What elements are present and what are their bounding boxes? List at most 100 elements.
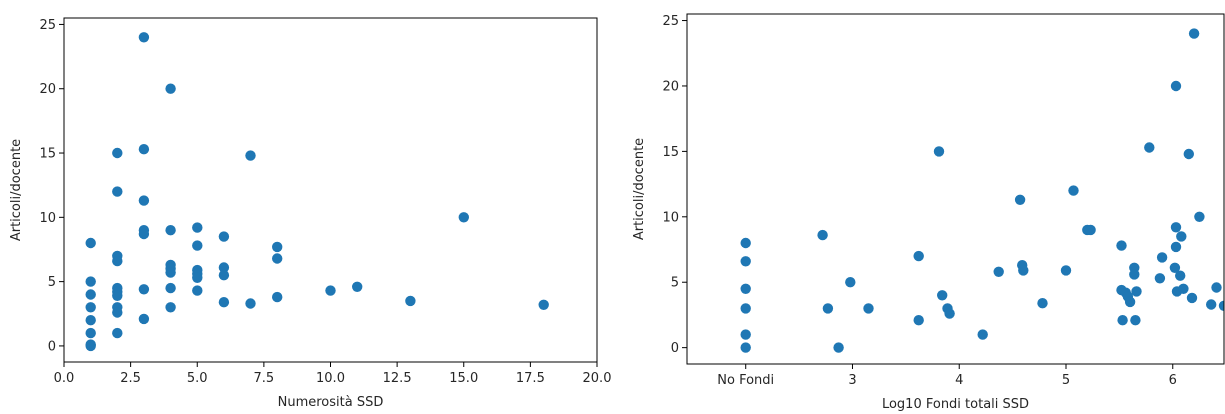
- data-point: [1130, 315, 1141, 326]
- data-point: [112, 186, 123, 197]
- data-point: [192, 285, 203, 296]
- data-point: [740, 303, 751, 314]
- data-point: [218, 231, 230, 242]
- plot-frame: [63, 17, 598, 363]
- data-point: [1014, 194, 1026, 205]
- data-point: [1116, 240, 1127, 251]
- data-point: [937, 290, 948, 301]
- data-point: [165, 302, 176, 313]
- data-point: [112, 290, 123, 301]
- y-tick-label: 20: [662, 79, 679, 94]
- data-point: [245, 298, 256, 309]
- data-point: [822, 303, 834, 314]
- x-tick-label: 5.0: [187, 371, 208, 386]
- x-axis-label: Log10 Fondi totali SSD: [882, 397, 1029, 412]
- y-tick-label: 10: [39, 211, 56, 226]
- data-point: [85, 340, 96, 352]
- data-point: [993, 266, 1004, 277]
- data-point: [538, 299, 549, 310]
- data-point: [458, 212, 469, 223]
- y-tick-label: 25: [662, 14, 679, 29]
- data-point: [1060, 265, 1072, 276]
- data-point: [138, 32, 150, 43]
- x-tick-label: 3: [848, 373, 856, 388]
- x-tick-label: 17.5: [516, 371, 545, 386]
- data-point: [944, 308, 955, 319]
- data-point: [1129, 269, 1140, 280]
- data-point: [913, 315, 924, 326]
- data-point: [1144, 142, 1155, 153]
- data-point: [165, 83, 176, 94]
- data-point: [192, 240, 203, 251]
- data-point: [165, 267, 176, 278]
- y-tick-label: 5: [48, 275, 56, 290]
- data-point: [740, 329, 751, 340]
- data-point: [272, 241, 283, 253]
- y-tick-label: 0: [48, 339, 56, 354]
- data-point: [1176, 231, 1187, 242]
- data-point: [1170, 80, 1182, 92]
- data-point: [1156, 252, 1168, 263]
- x-tick-label: 20.0: [583, 371, 612, 386]
- x-tick-label: 10.0: [316, 371, 345, 386]
- data-point: [138, 284, 150, 295]
- data-point: [192, 222, 203, 233]
- data-point: [218, 262, 230, 273]
- data-point: [1218, 300, 1224, 311]
- y-tick-label: 10: [662, 210, 679, 225]
- data-point: [85, 327, 96, 339]
- data-point: [218, 270, 230, 281]
- data-point: [1211, 282, 1222, 293]
- data-point: [138, 313, 150, 325]
- y-tick-label: 5: [671, 276, 679, 291]
- data-point: [85, 315, 96, 326]
- data-point: [1037, 298, 1048, 309]
- data-point: [1175, 270, 1186, 281]
- x-tick-label: 15.0: [449, 371, 478, 386]
- y-tick-label: 0: [671, 341, 679, 356]
- data-point: [112, 147, 123, 159]
- data-point: [740, 237, 751, 249]
- x-tick-label: 7.5: [254, 371, 275, 386]
- data-point: [833, 342, 844, 353]
- data-point: [740, 342, 751, 353]
- data-point: [138, 144, 150, 155]
- x-tick-label: 12.5: [383, 371, 412, 386]
- x-tick-label: 0.0: [54, 371, 75, 386]
- data-point: [1117, 315, 1128, 326]
- data-point: [85, 289, 96, 300]
- data-point: [933, 146, 945, 157]
- data-point: [1131, 286, 1142, 297]
- data-points: [740, 28, 1224, 353]
- data-point: [1183, 148, 1195, 160]
- plot-panel-2: No Fondi 3 4 5 6 0 5 10 15 20 25 Log10 Fondi totali…: [632, 13, 1225, 412]
- y-tick-label: 20: [39, 82, 56, 97]
- data-point: [165, 225, 176, 236]
- data-point: [977, 329, 988, 340]
- data-point: [218, 297, 230, 308]
- y-axis-label: Articoli/docente: [9, 139, 24, 241]
- data-point: [1188, 28, 1200, 39]
- data-point: [1170, 241, 1182, 253]
- x-tick-label: No Fondi: [717, 373, 774, 388]
- data-point: [165, 282, 176, 294]
- data-point: [245, 150, 256, 161]
- x-tick-label: 2.5: [120, 371, 141, 386]
- data-point: [112, 255, 123, 267]
- plot-frame: [686, 13, 1225, 365]
- data-point: [325, 285, 336, 296]
- data-point: [352, 281, 363, 292]
- data-point: [1068, 185, 1079, 196]
- data-point: [138, 195, 150, 206]
- data-point: [1170, 222, 1182, 233]
- data-point: [138, 228, 150, 240]
- y-tick-label: 15: [39, 147, 56, 162]
- data-point: [845, 277, 856, 288]
- x-axis-label: Numerosità SSD: [278, 395, 384, 410]
- data-point: [272, 253, 283, 264]
- data-point: [1124, 296, 1136, 308]
- data-point: [1169, 262, 1181, 273]
- x-tick-label: 6: [1169, 373, 1177, 388]
- plot-panel-1: 0.0 2.5 5.0 7.5 10.0 12.5 15.0 17.5 20.0 0 5 10 15 20…: [9, 17, 612, 410]
